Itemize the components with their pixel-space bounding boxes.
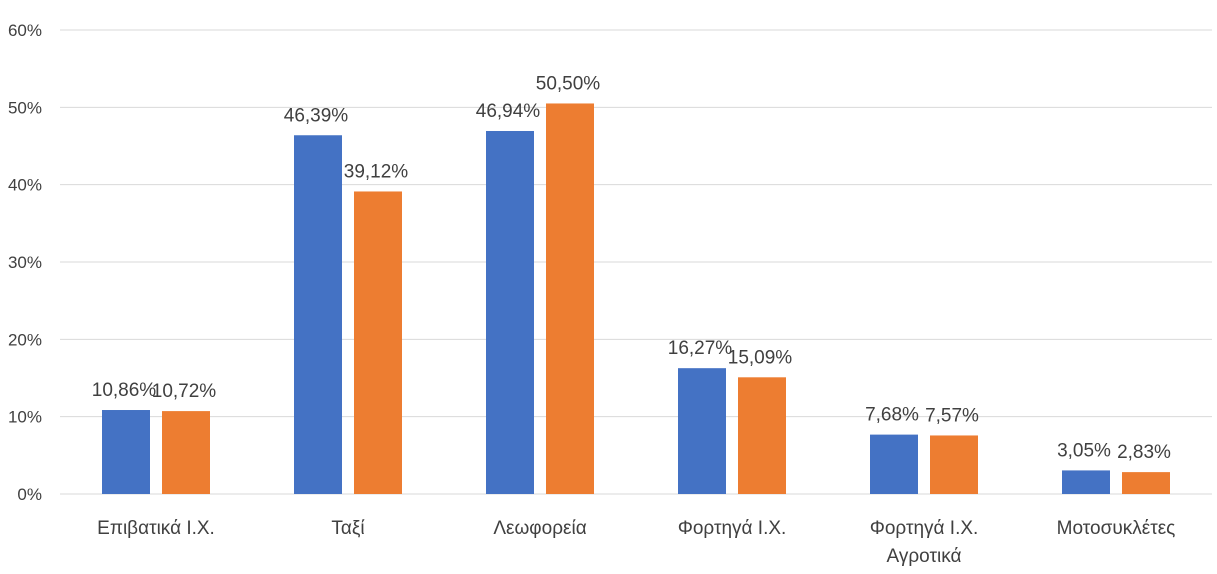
category-label: Μοτοσυκλέτες xyxy=(1057,518,1176,539)
data-label: 46,39% xyxy=(284,105,349,126)
data-label: 7,68% xyxy=(865,405,919,426)
data-label: 7,57% xyxy=(925,405,979,426)
data-label: 2,83% xyxy=(1117,442,1171,463)
category-label: Ταξί xyxy=(331,518,365,539)
y-tick-label: 10% xyxy=(8,408,42,427)
bar-1-3 xyxy=(486,130,534,495)
bar-2-3 xyxy=(546,103,594,494)
category-label: Επιβατικά Ι.Χ. xyxy=(97,518,215,539)
bar-1-5 xyxy=(870,434,918,494)
data-label: 3,05% xyxy=(1057,440,1111,461)
y-tick-label: 50% xyxy=(8,98,42,117)
bars xyxy=(102,103,1170,495)
y-tick-label: 40% xyxy=(8,176,42,195)
bar-2-4 xyxy=(738,377,786,494)
data-label: 16,27% xyxy=(668,338,733,359)
data-label: 50,50% xyxy=(536,73,601,94)
gridlines xyxy=(60,29,1212,495)
x-axis-category-labels: Επιβατικά Ι.Χ. Ταξί Λεωφορεία Φορτηγά Ι.Χ. Φ… xyxy=(97,518,1175,567)
y-axis-tick-labels: 0% 10% 20% 30% 40% 50% 60% xyxy=(8,21,42,504)
bar-2-1 xyxy=(162,411,210,494)
bar-2-2 xyxy=(354,191,402,495)
bar-2-6 xyxy=(1122,472,1170,494)
bar-1-2 xyxy=(294,135,342,494)
category-label: Φορτηγά Ι.Χ. xyxy=(870,518,979,539)
category-label: Αγροτικά xyxy=(887,546,962,567)
category-label: Φορτηγά Ι.Χ. xyxy=(678,518,787,539)
category-label: Λεωφορεία xyxy=(493,518,586,539)
y-tick-label: 0% xyxy=(17,485,42,504)
bar-1-6 xyxy=(1062,470,1110,494)
data-label: 10,72% xyxy=(152,381,217,402)
data-label: 15,09% xyxy=(728,347,793,368)
y-tick-label: 20% xyxy=(8,330,42,349)
data-label: 39,12% xyxy=(344,161,409,182)
y-tick-label: 30% xyxy=(8,253,42,272)
bar-1-4 xyxy=(678,368,726,494)
bar-1-1 xyxy=(102,410,150,494)
y-tick-label: 60% xyxy=(8,21,42,40)
data-label: 46,94% xyxy=(476,101,541,122)
data-label: 10,86% xyxy=(92,380,157,401)
bar-2-5 xyxy=(930,435,978,494)
data-labels: 10,86%10,72% 46,39% 39,12% 46,94% 50,50% 16,2… xyxy=(92,73,1171,463)
